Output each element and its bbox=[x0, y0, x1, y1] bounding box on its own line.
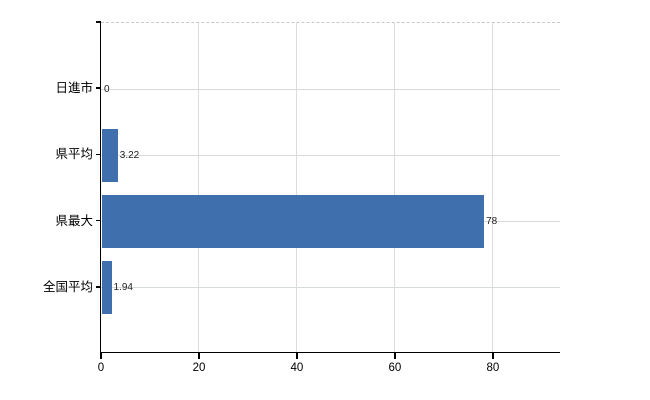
y-axis-line bbox=[99, 22, 101, 353]
vertical-gridline bbox=[296, 23, 298, 354]
x-axis-tick bbox=[394, 353, 396, 359]
bar-value-label: 1.94 bbox=[113, 282, 133, 294]
x-axis-tick bbox=[100, 353, 102, 359]
x-axis-tick-label: 60 bbox=[388, 362, 402, 374]
x-axis-tick-label: 40 bbox=[290, 362, 304, 374]
category-axis-end-tick bbox=[95, 21, 101, 23]
horizontal-gridline bbox=[101, 88, 560, 90]
bar-value-label: 0 bbox=[104, 83, 110, 95]
vertical-gridline bbox=[198, 23, 200, 354]
horizontal-gridline bbox=[101, 154, 560, 156]
x-axis-tick bbox=[296, 353, 298, 359]
plot-area: 0 3.22 78 1.94 bbox=[101, 22, 560, 354]
bar bbox=[102, 195, 485, 249]
bar-value-label: 3.22 bbox=[119, 149, 140, 161]
bar bbox=[102, 128, 118, 182]
category-label: 県最大 bbox=[55, 213, 93, 228]
category-tick bbox=[95, 153, 101, 156]
x-axis-tick-label: 80 bbox=[486, 362, 500, 374]
x-axis-tick bbox=[492, 353, 494, 359]
x-axis-tick-label: 20 bbox=[192, 362, 206, 374]
vertical-gridline bbox=[394, 23, 396, 354]
x-axis-tick-label: 0 bbox=[97, 362, 105, 374]
category-tick bbox=[95, 286, 101, 288]
bar bbox=[102, 261, 112, 315]
category-label: 日進市 bbox=[55, 81, 93, 96]
category-tick bbox=[95, 219, 101, 222]
bar-value-label: 78 bbox=[486, 216, 498, 228]
x-axis-tick bbox=[198, 353, 200, 359]
category-label: 県平均 bbox=[55, 147, 93, 162]
vertical-gridline bbox=[492, 23, 494, 354]
x-axis-line bbox=[99, 351, 560, 353]
category-tick bbox=[95, 87, 101, 89]
horizontal-gridline bbox=[101, 287, 560, 289]
category-label: 全国平均 bbox=[42, 279, 93, 294]
